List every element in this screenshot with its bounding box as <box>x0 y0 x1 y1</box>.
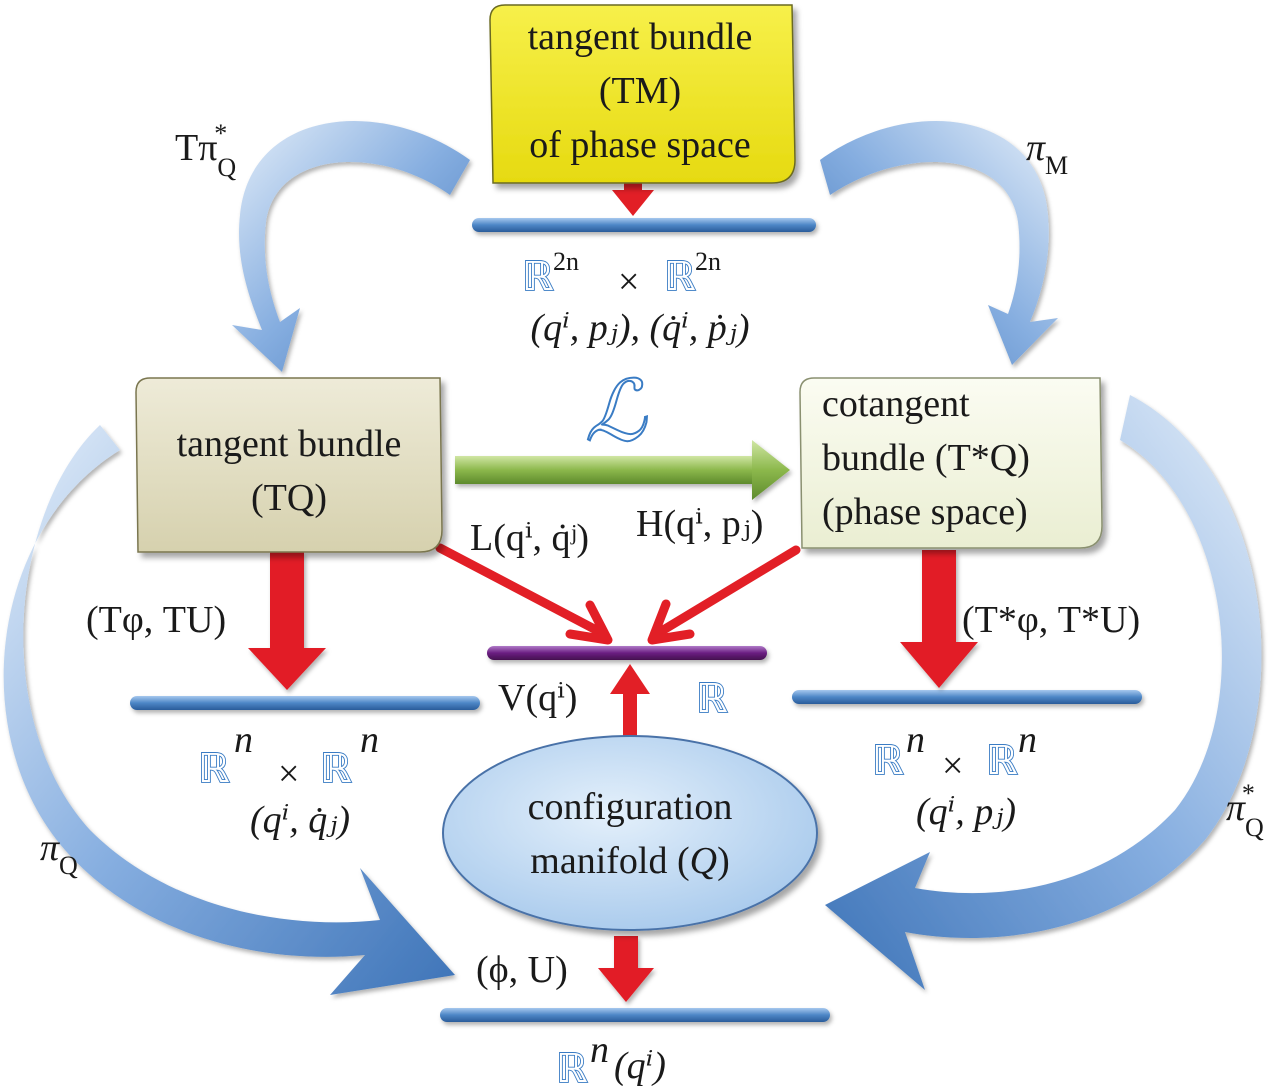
box-tangent-bundle-tq: tangent bundle (TQ) <box>135 377 443 553</box>
r2n-coords: (qⁱ, pⱼ), (q̇ⁱ, ṗⱼ) <box>531 307 750 349</box>
label-hamiltonian: H(qⁱ, pⱼ) <box>636 503 763 545</box>
rn-tq-bb-left: ℝ <box>198 746 230 792</box>
label-lagrangian: L(qⁱ, q̇ʲ) <box>470 517 589 559</box>
rn-tq-bb-right: ℝ <box>320 746 352 792</box>
bar-rn-tq <box>130 696 480 710</box>
rn-tstar-times: × <box>942 745 963 787</box>
box-cotangent-bundle: cotangent bundle (T*Q) (phase space) <box>799 377 1103 549</box>
red-arrow-tstarq-down <box>900 550 978 688</box>
label-pi-m: πM <box>1026 127 1068 180</box>
rn-tq-sup-left: n <box>234 719 253 761</box>
r2n-sup-left: 2n <box>553 247 579 276</box>
red-arrow-tq-down <box>248 552 326 690</box>
red-arrow-lagrangian <box>435 543 613 645</box>
rn-q-bb: ℝ <box>556 1046 588 1089</box>
box-tangent-bundle-tm: tangent bundle (TM) of phase space <box>489 4 796 184</box>
curved-arrow-pi-q <box>3 425 456 995</box>
rn-q-coords: (qⁱ) <box>614 1045 666 1087</box>
space-r2n-label: ℝ 2n × ℝ 2n (qⁱ, pⱼ), (q̇ⁱ, ṗⱼ) <box>521 247 750 349</box>
label-tstar-phi: (T*φ, T*U) <box>962 599 1140 641</box>
legendre-symbol: ℒ <box>585 362 647 460</box>
tstarq-line3: (phase space) <box>822 491 1028 533</box>
label-t-pi-q-star: TπQ* <box>175 119 236 182</box>
space-r-label: ℝ <box>696 676 728 722</box>
tstarq-line1: cotangent <box>822 383 970 425</box>
bar-rn-tstar <box>792 690 1142 704</box>
q-line2: manifold (Q) <box>530 840 729 882</box>
space-rn-tstar-label: ℝ n × ℝ n (qⁱ, pⱼ) <box>871 719 1037 833</box>
q-line1: configuration <box>528 786 733 828</box>
tm-line1: tangent bundle <box>528 16 753 58</box>
label-pi-q: πQ <box>40 827 78 880</box>
curved-arrow-t-pi-q-star <box>232 121 470 372</box>
tm-line2: (TM) <box>599 70 681 112</box>
bar-r2n <box>472 218 816 232</box>
tstarq-line2: bundle (T*Q) <box>822 437 1030 479</box>
space-rn-q-label: ℝ n (qⁱ) <box>555 1029 666 1089</box>
ellipse-configuration-manifold: configuration manifold (Q) <box>442 735 818 931</box>
rn-tq-times: × <box>278 753 299 795</box>
r2n-times: × <box>618 261 639 303</box>
r2n-bb-left: ℝ <box>522 254 554 300</box>
tm-line3: of phase space <box>529 124 751 166</box>
label-phi-u: (ϕ, U) <box>476 949 568 991</box>
rn-tstar-bb-left: ℝ <box>872 738 904 784</box>
rn-tq-sup-right: n <box>360 719 379 761</box>
red-arrow-q-to-r <box>610 664 650 740</box>
bar-rn-q <box>440 1008 830 1022</box>
r2n-bb-right: ℝ <box>664 254 696 300</box>
rn-tstar-sup-right: n <box>1018 719 1037 761</box>
rn-q-sup: n <box>590 1029 609 1071</box>
r2n-sup-right: 2n <box>695 247 721 276</box>
label-pi-q-star: πQ* <box>1226 779 1264 842</box>
rn-tq-coords: (qⁱ, q̇ⱼ) <box>250 799 350 841</box>
bar-r <box>487 646 767 660</box>
legendre-arrow <box>455 440 790 500</box>
rn-tstar-sup-left: n <box>906 719 925 761</box>
label-t-phi-tu: (Tφ, TU) <box>86 599 226 641</box>
curved-arrow-pi-q-star <box>825 395 1262 990</box>
tq-line2: (TQ) <box>251 477 327 519</box>
curved-arrow-pi-m <box>820 121 1058 365</box>
tq-line1: tangent bundle <box>177 423 402 465</box>
space-rn-tq-label: ℝ n × ℝ n (qⁱ, q̇ⱼ) <box>197 719 379 841</box>
rn-tstar-coords: (qⁱ, pⱼ) <box>916 791 1016 833</box>
label-potential: V(qⁱ) <box>498 677 577 719</box>
red-arrow-q-down <box>598 936 654 1002</box>
rn-tstar-bb-right: ℝ <box>986 738 1018 784</box>
red-arrow-hamiltonian <box>647 545 801 645</box>
